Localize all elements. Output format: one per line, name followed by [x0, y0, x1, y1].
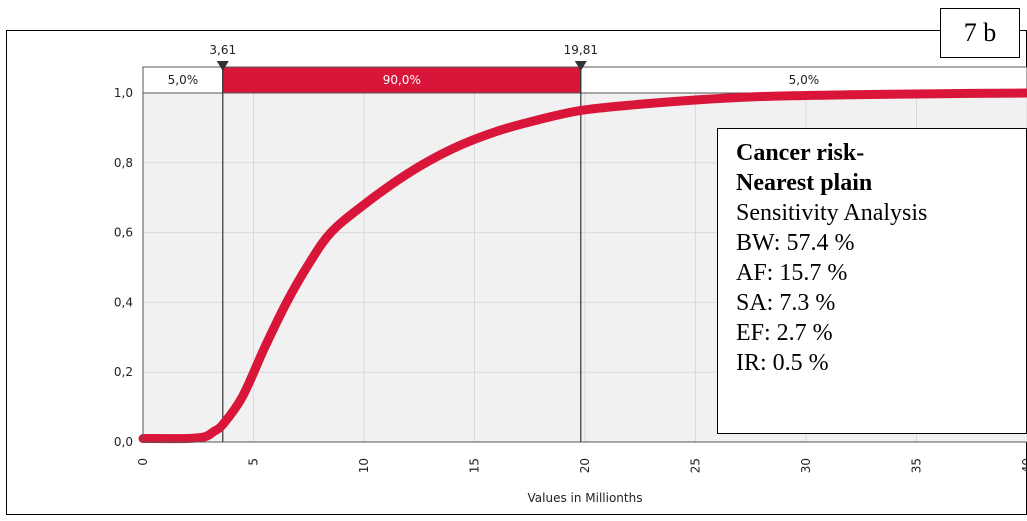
x-tick-label: 25	[689, 458, 703, 473]
y-tick-label: 1,0	[114, 86, 133, 100]
delimiter-lines: 3,61 19,81	[209, 43, 598, 442]
band-label: 90,0%	[383, 73, 421, 87]
band-label: 5,0%	[789, 73, 820, 87]
x-axis-title: Values in Millionths	[528, 491, 643, 505]
x-tick-label: 10	[357, 458, 371, 473]
axes: 0 5 10 15 20 25 30 35 40 0,0 0,2 0,4 0,6 0,8 1,0	[114, 86, 1027, 473]
y-tick-label: 0,0	[114, 435, 133, 449]
series-layer	[138, 88, 1027, 444]
info-title-line-1: Cancer risk-	[736, 140, 865, 166]
info-item-ir: IR: 0.5 %	[736, 350, 829, 376]
delimiter-label: 19,81	[564, 43, 598, 57]
info-item-bw: BW: 57.4 %	[736, 230, 855, 256]
cdf-series-line	[138, 88, 1027, 444]
info-item-ef: EF: 2.7 %	[736, 320, 833, 346]
y-tick-label: 0,4	[114, 295, 133, 309]
x-tick-label: 40	[1020, 458, 1027, 473]
x-tick-label: 5	[247, 458, 261, 466]
delimiter-marker	[574, 61, 587, 71]
x-tick-label: 30	[799, 458, 813, 473]
info-title-line-2: Nearest plain	[736, 170, 873, 196]
panel-label: 7 b	[940, 8, 1020, 58]
percentile-band-bar: 5,0% 90,0% 5,0%	[142, 66, 1027, 94]
y-tick-label: 0,2	[114, 365, 133, 379]
info-item-sa: SA: 7.3 %	[736, 290, 836, 316]
sensitivity-info-box: Cancer risk- Nearest plain Sensitivity A…	[717, 128, 1027, 434]
y-tick-label: 0,8	[114, 156, 133, 170]
delimiter-marker	[216, 61, 229, 71]
y-tick-label: 0,6	[114, 226, 133, 240]
info-subtitle: Sensitivity Analysis	[736, 200, 928, 226]
x-tick-label: 35	[910, 458, 924, 473]
band-label: 5,0%	[168, 73, 199, 87]
band-segment	[222, 66, 582, 94]
x-tick-label: 20	[578, 458, 592, 473]
info-item-af: AF: 15.7 %	[736, 260, 848, 286]
x-tick-label: 0	[136, 458, 150, 466]
x-tick-label: 15	[468, 458, 482, 473]
delimiter-label: 3,61	[209, 43, 236, 57]
